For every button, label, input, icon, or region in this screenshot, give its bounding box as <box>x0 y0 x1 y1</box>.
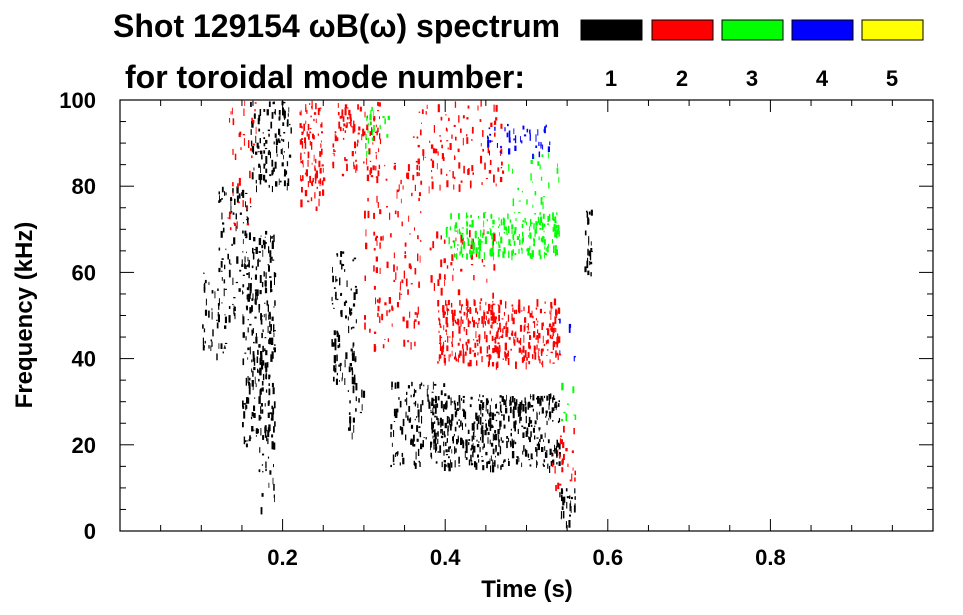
legend-label-3: 3 <box>746 66 758 91</box>
spectrum-region-mode-2-11 <box>227 100 260 231</box>
legend-swatch-2 <box>651 19 714 41</box>
spectrum-region-mode-1-5 <box>331 251 358 385</box>
x-axis-label: Time (s) <box>481 576 573 603</box>
spectrum-region-mode-2-16 <box>429 229 496 299</box>
spectrum-region-mode-3-20 <box>445 212 560 261</box>
legend: 1 2 3 4 5 <box>580 19 924 91</box>
x-tick-label: 0.4 <box>430 545 461 570</box>
spectrum-region-mode-1-9 <box>559 488 576 529</box>
legend-label-1: 1 <box>605 66 617 91</box>
y-tick-label: 0 <box>84 519 96 544</box>
spectrum-region-mode-1-10 <box>584 209 593 277</box>
legend-swatch-3 <box>721 19 784 41</box>
spectrum-region-mode-2-13 <box>332 101 382 182</box>
spectrum-region-mode-4-24 <box>559 318 576 362</box>
legend-swatch-4 <box>791 19 854 41</box>
chart-title-line2: for toroidal mode number: <box>125 59 525 95</box>
y-axis-label: Frequency (kHz) <box>11 222 38 409</box>
legend-label-5: 5 <box>886 66 898 91</box>
spectrum-region-mode-1-0 <box>202 272 228 361</box>
legend-label-4: 4 <box>816 66 829 91</box>
y-tick-label: 100 <box>59 88 96 113</box>
spectrum-region-mode-4-23 <box>487 123 551 160</box>
spectrum-region-mode-2-17 <box>437 298 562 370</box>
x-tick-label: 0.6 <box>593 545 624 570</box>
spectrum-region-mode-1-2 <box>242 230 277 450</box>
spectrum-region-mode-1-1 <box>217 186 252 323</box>
x-tick-label: 0.8 <box>755 545 786 570</box>
spectrum-region-mode-3-19 <box>365 106 390 157</box>
y-tick-label: 60 <box>72 260 96 285</box>
plot-area <box>120 100 933 531</box>
chart-title-line1: Shot 129154 ωB(ω) spectrum <box>113 8 560 44</box>
spectrum-region-mode-1-4 <box>258 361 275 515</box>
axis-ticks: 0.2 0.4 0.6 0.8 0 20 40 60 80 100 <box>59 88 933 570</box>
legend-swatch-5 <box>861 19 924 41</box>
spectrum-region-mode-1-3 <box>250 100 292 193</box>
spectrum-region-mode-1-8 <box>430 393 561 473</box>
x-tick-label: 0.2 <box>267 545 298 570</box>
spectrum-region-mode-2-18 <box>551 425 576 492</box>
y-tick-label: 40 <box>72 347 96 372</box>
spectrum-region-mode-2-12 <box>299 100 326 211</box>
y-tick-label: 80 <box>72 174 96 199</box>
spectrum-region-mode-3-22 <box>561 382 577 422</box>
spectrum-region-mode-1-6 <box>347 383 366 440</box>
y-tick-label: 20 <box>72 433 96 458</box>
legend-label-2: 2 <box>676 66 688 91</box>
legend-swatch-1 <box>580 19 643 41</box>
spectrum-marks <box>202 100 593 529</box>
spectrum-region-mode-2-14 <box>364 157 423 352</box>
